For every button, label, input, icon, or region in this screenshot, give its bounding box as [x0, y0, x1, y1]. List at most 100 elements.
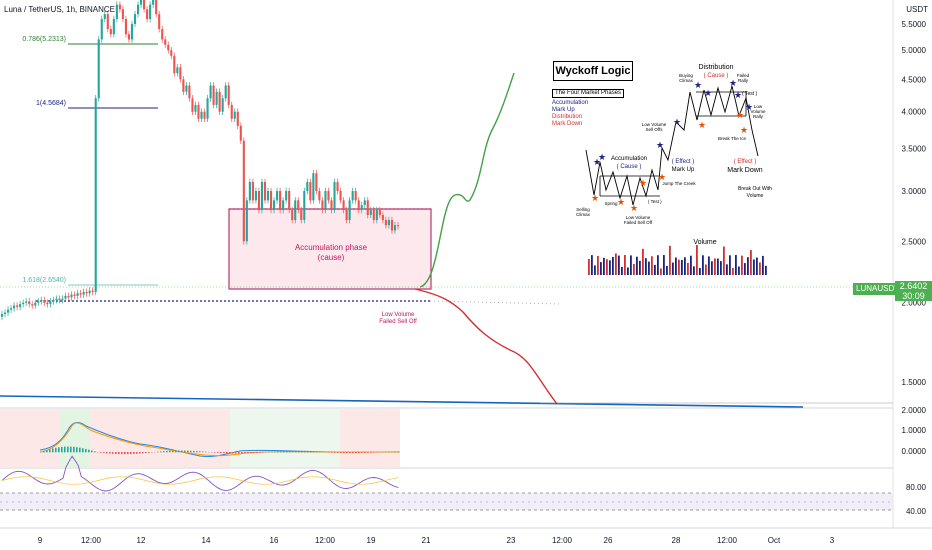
macd-bar — [136, 452, 138, 454]
candle-body — [209, 85, 212, 99]
candle-body — [43, 300, 46, 303]
accumulation-box[interactable] — [228, 208, 432, 290]
candle-body — [85, 291, 88, 294]
candle-body — [360, 205, 363, 211]
macd-shade-green-2 — [230, 409, 340, 467]
macd-bar — [370, 452, 372, 453]
macd-bar — [364, 452, 366, 453]
macd-bar — [67, 446, 69, 453]
star-icon: ★ — [598, 152, 606, 162]
wyckoff-label: Low — [754, 104, 763, 109]
candle-body — [58, 298, 61, 301]
candle-body — [3, 312, 7, 314]
wyckoff-volume-bar — [645, 258, 647, 275]
candle-body — [149, 4, 152, 20]
macd-bar — [184, 450, 186, 453]
wyckoff-volume-bar — [621, 266, 623, 275]
macd-bar — [388, 451, 390, 453]
candle-body — [330, 200, 333, 211]
wyckoff-volume-bar — [630, 255, 632, 275]
candle-body — [203, 111, 206, 119]
candle-body — [342, 200, 345, 211]
macd-bar — [124, 452, 126, 455]
macd-bar — [250, 452, 252, 454]
countdown: 30:09 — [902, 291, 925, 301]
macd-bar — [304, 451, 306, 453]
macd-bar — [94, 451, 96, 453]
macd-bar — [214, 452, 216, 453]
macd-bar — [106, 452, 108, 454]
macd-bar — [397, 451, 399, 453]
candle-body — [133, 14, 137, 24]
candle-body — [212, 85, 215, 105]
wyckoff-volume-bar — [756, 257, 758, 275]
time-tick-label: 28 — [672, 536, 681, 545]
wyckoff-effect-up: ( Effect ) — [672, 159, 695, 165]
wyckoff-volume-bar — [705, 264, 707, 275]
candle-body — [224, 85, 227, 99]
candle-body — [245, 200, 248, 242]
candle-body — [34, 302, 37, 306]
macd-bar — [220, 452, 222, 453]
wyckoff-volume-bar — [654, 264, 656, 275]
macd-bar — [283, 451, 285, 453]
macd-bar — [262, 452, 264, 453]
time-tick-label: 12:00 — [552, 536, 573, 545]
time-tick-label: 19 — [367, 536, 376, 545]
wyckoff-volume-bar — [684, 257, 686, 275]
macd-bar — [352, 452, 354, 454]
candle-body — [357, 200, 360, 211]
star-icon: ★ — [656, 140, 664, 150]
rsi-ma-line — [1, 476, 399, 485]
macd-bar — [121, 452, 123, 455]
candle-body — [233, 111, 236, 119]
candle-body — [227, 85, 230, 105]
wyckoff-volume-bar — [633, 263, 635, 275]
macd-bar — [247, 452, 249, 454]
time-tick-label: 12:00 — [315, 536, 336, 545]
macd-bar — [187, 450, 189, 453]
candle-body — [312, 173, 315, 201]
candle-body — [303, 191, 306, 221]
macd-bar — [361, 452, 363, 453]
candle-body — [0, 313, 4, 317]
macd-bar — [205, 451, 207, 453]
wyckoff-markup-label: Mark Up — [672, 167, 695, 173]
candle-body — [230, 104, 233, 119]
wyckoff-volume-bar — [708, 256, 710, 275]
wyckoff-volume-bar — [687, 262, 689, 275]
macd-bar — [307, 451, 309, 453]
wyckoff-volume-bar — [732, 267, 734, 275]
candle-body — [46, 302, 49, 305]
candle-body — [40, 300, 43, 302]
wyckoff-volume-bar — [765, 265, 767, 275]
candle-body — [67, 295, 70, 298]
macd-bar — [43, 451, 45, 453]
wyckoff-volume-bar — [648, 261, 650, 275]
star-icon: ★ — [736, 110, 744, 120]
macd-bar — [367, 452, 369, 453]
wyckoff-volume-bar — [657, 255, 659, 275]
macd-bar — [346, 452, 348, 454]
macd-tick-label: 1.0000 — [902, 426, 927, 435]
wyckoff-volume-bar — [747, 257, 749, 275]
candle-body — [369, 210, 372, 215]
macd-bar — [286, 451, 288, 453]
wyckoff-volume-bar — [639, 260, 641, 275]
rsi-tick-label: 80.00 — [906, 483, 927, 492]
wyckoff-volume-label: Volume — [693, 239, 716, 246]
macd-bar — [253, 452, 255, 454]
star-icon: ★ — [745, 102, 753, 112]
candle-body — [79, 293, 82, 295]
macd-bar — [52, 448, 54, 453]
wyckoff-label: Selling — [576, 207, 590, 212]
fib-label-1: 1(4.5684) — [36, 100, 66, 107]
wyckoff-volume-bars — [588, 245, 767, 275]
wyckoff-volume-bar — [693, 266, 695, 275]
last-price: 2.6402 — [899, 281, 928, 291]
macd-bar — [46, 450, 48, 453]
star-icon: ★ — [673, 117, 681, 127]
wyckoff-volume-bar — [606, 259, 608, 275]
macd-bar — [331, 452, 333, 453]
